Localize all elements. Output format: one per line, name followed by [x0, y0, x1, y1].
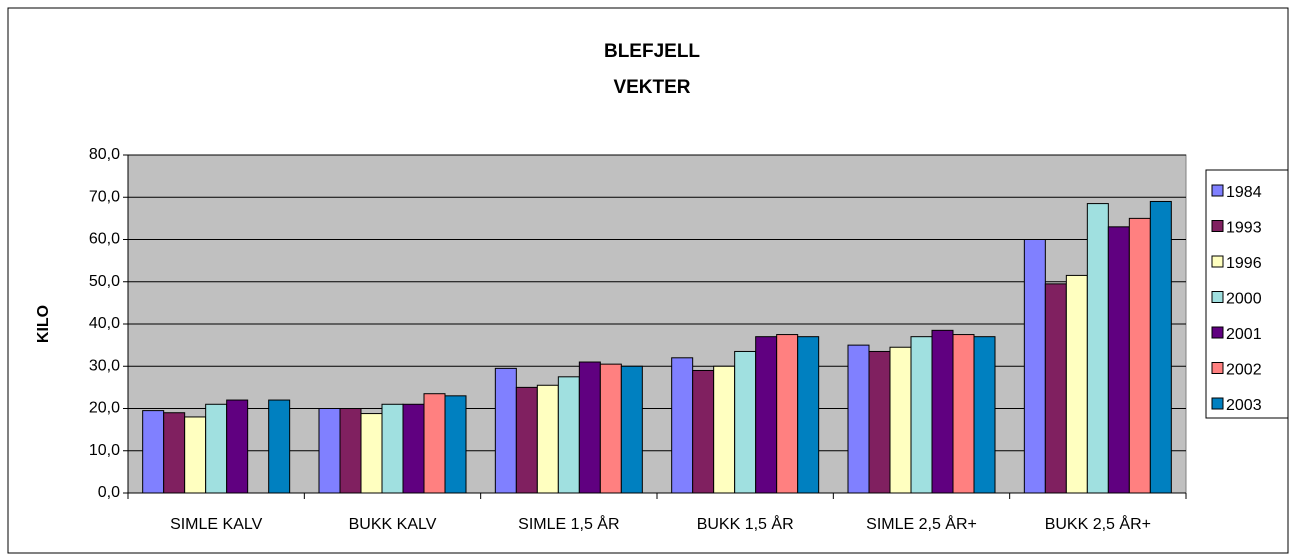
y-tick-label: 50,0	[89, 273, 120, 290]
x-tick-label: SIMLE KALV	[170, 516, 263, 533]
legend-label: 1984	[1226, 184, 1262, 201]
bar	[494, 367, 517, 494]
bar	[339, 408, 362, 494]
bar	[973, 336, 996, 494]
bar	[1107, 226, 1130, 494]
legend-label: 2000	[1226, 291, 1262, 308]
bar	[734, 350, 757, 494]
bar	[360, 413, 383, 494]
bar	[205, 403, 228, 494]
bar	[910, 336, 933, 494]
y-axis-label: KILO	[35, 305, 52, 343]
legend-swatch	[1211, 397, 1224, 410]
x-tick-label: SIMLE 2,5 ÅR+	[866, 514, 977, 533]
x-tick-label: BUKK 2,5 ÅR+	[1045, 514, 1151, 533]
bar	[889, 346, 912, 494]
bar	[515, 386, 538, 494]
bar	[692, 369, 715, 494]
bar	[931, 329, 954, 494]
chart-title: VEKTER	[613, 77, 690, 98]
bar	[776, 334, 799, 494]
legend-label: 1993	[1226, 220, 1262, 237]
bar	[268, 399, 291, 494]
bar	[868, 350, 891, 494]
legend-label: 2001	[1226, 326, 1262, 343]
bar	[1023, 239, 1046, 494]
x-tick-label: SIMLE 1,5 ÅR	[518, 514, 619, 533]
bar	[402, 403, 425, 494]
legend-swatch	[1211, 184, 1224, 197]
y-tick-label: 20,0	[89, 400, 120, 417]
legend-label: 2003	[1226, 397, 1262, 414]
bar	[1149, 200, 1172, 494]
bar	[599, 363, 622, 494]
bar	[444, 395, 467, 494]
legend-swatch	[1211, 255, 1224, 268]
bar	[1128, 217, 1151, 494]
bar	[536, 384, 559, 494]
y-tick-label: 30,0	[89, 357, 120, 374]
x-tick-label: BUKK KALV	[349, 516, 437, 533]
bar	[1044, 283, 1067, 494]
bar	[318, 408, 341, 494]
legend-swatch	[1211, 326, 1224, 339]
bar	[1065, 274, 1088, 494]
bar	[755, 336, 778, 494]
bar	[381, 403, 404, 494]
y-tick-label: 70,0	[89, 188, 120, 205]
y-tick-label: 80,0	[89, 146, 120, 163]
y-tick-label: 10,0	[89, 442, 120, 459]
bar	[847, 344, 870, 494]
y-tick-label: 60,0	[89, 231, 120, 248]
bar	[163, 412, 186, 494]
chart-title: BLEFJELL	[604, 41, 700, 62]
bar	[142, 410, 165, 494]
y-tick-label: 40,0	[89, 315, 120, 332]
bar	[184, 416, 207, 494]
legend-label: 1996	[1226, 255, 1262, 272]
bar	[557, 376, 580, 494]
legend-label: 2002	[1226, 362, 1262, 379]
bar	[713, 365, 736, 494]
bar	[578, 361, 601, 494]
legend-swatch	[1211, 220, 1224, 232]
bar	[671, 357, 694, 494]
bar	[620, 365, 643, 494]
legend-swatch	[1211, 291, 1224, 303]
bar	[797, 336, 820, 494]
y-tick-label: 0,0	[98, 484, 120, 501]
legend-swatch	[1211, 362, 1224, 374]
bar	[226, 399, 249, 494]
bar	[423, 393, 446, 494]
bar	[952, 334, 975, 494]
x-tick-label: BUKK 1,5 ÅR	[697, 514, 794, 533]
bar	[1086, 203, 1109, 494]
